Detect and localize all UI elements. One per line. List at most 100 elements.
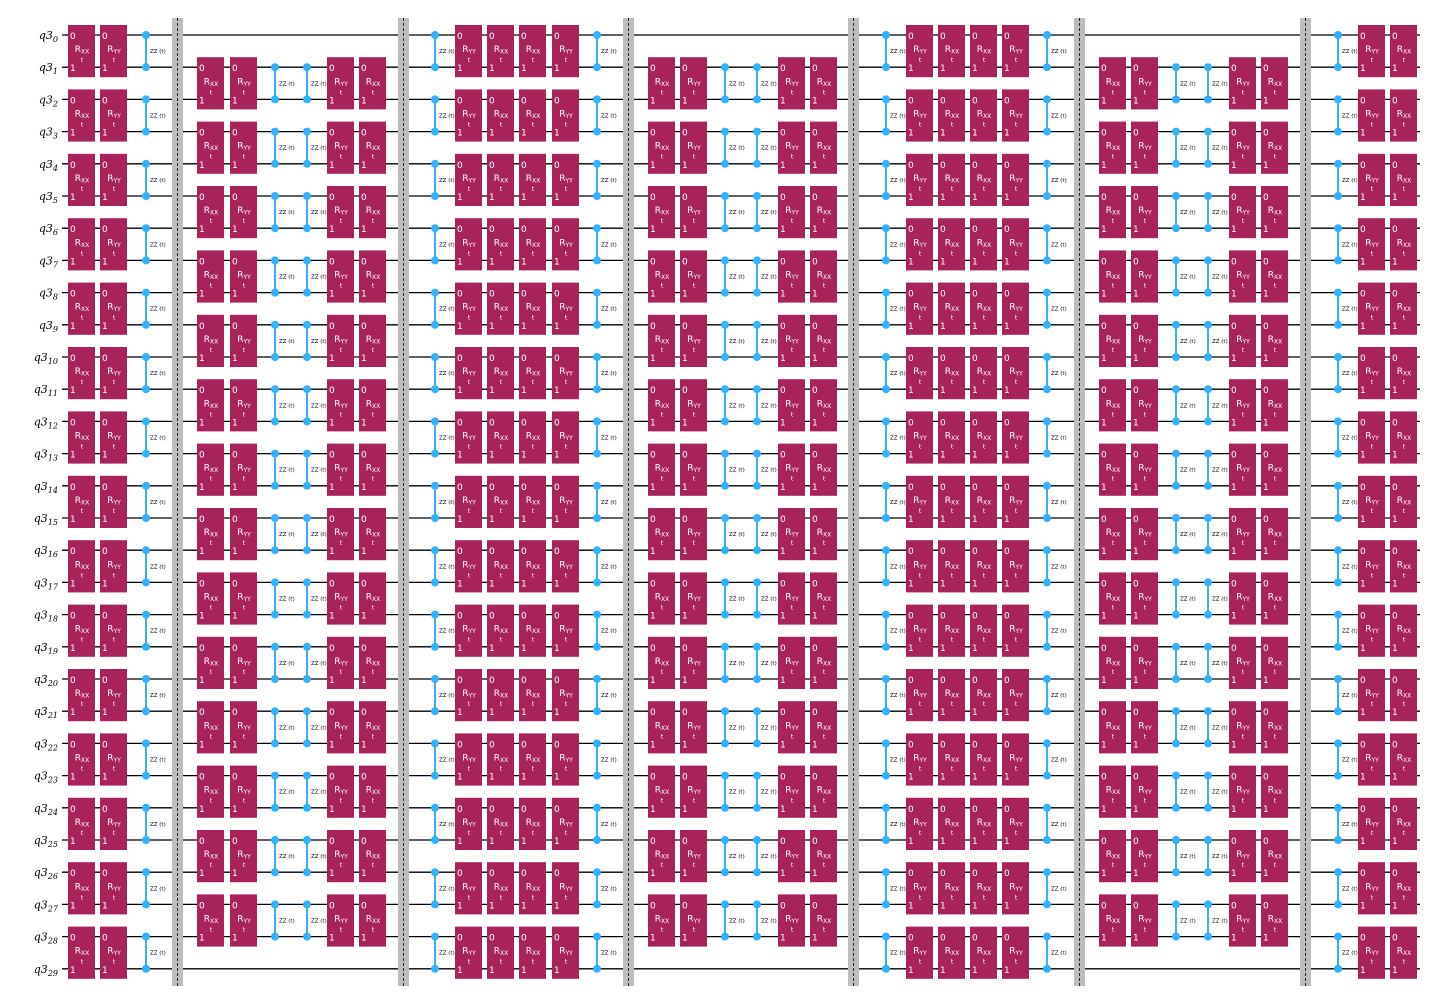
zz-control-dot	[271, 95, 279, 104]
gate-name-subscript: YY	[467, 757, 476, 764]
zz-control-dot	[1334, 803, 1342, 812]
gate-name: RYY	[1009, 238, 1023, 249]
zz-label: ZZ (t)	[439, 242, 455, 248]
zz-control-dot	[303, 868, 311, 877]
zz-gate: ZZ (t)	[721, 127, 745, 168]
zz-gate: ZZ (t)	[271, 836, 295, 877]
gate-qubit-label: 0	[1263, 901, 1269, 911]
gate-parameter: t	[791, 347, 794, 354]
gate-qubit-label: 1	[489, 579, 495, 589]
gate-qubit-label: 0	[908, 934, 914, 944]
gate-parameter: t	[1242, 411, 1245, 418]
gate-qubit-label: 0	[812, 901, 818, 911]
gate-name-subscript: YY	[692, 274, 701, 281]
qubit-label: q323	[34, 770, 58, 785]
zz-label: ZZ (t)	[1342, 886, 1358, 892]
gate-box	[648, 250, 675, 303]
gate-name: RYY	[1236, 335, 1250, 346]
gate-box	[230, 701, 257, 754]
gate-qubit-label: 0	[972, 161, 978, 171]
gate-parameter: t	[340, 154, 343, 161]
gate-name-subscript: XX	[500, 371, 508, 378]
gate-name-subscript: YY	[564, 306, 573, 313]
gate-name-subscript: YY	[692, 532, 701, 539]
gate-box	[906, 347, 933, 400]
zz-control-dot	[721, 320, 729, 329]
gate-qubit-label: 0	[199, 257, 205, 267]
zz-label: ZZ (t)	[311, 275, 327, 281]
gate-name: RXX	[204, 206, 219, 217]
gate-name: RYY	[237, 206, 251, 217]
zz-control-dot	[1204, 610, 1212, 619]
gate-name-subscript: YY	[467, 435, 476, 442]
zz-control-dot	[1172, 288, 1180, 297]
gate-parameter: t	[1274, 347, 1277, 354]
zz-control-dot	[1172, 868, 1180, 877]
gate-qubit-label: 1	[650, 612, 656, 622]
gate-qubit-label: 1	[940, 901, 946, 911]
gate-qubit-label: 1	[908, 386, 914, 396]
gate-box	[648, 379, 675, 432]
gate-qubit-label: 1	[1231, 547, 1237, 557]
zz-control-dot	[721, 642, 729, 651]
gate-name: RYY	[687, 657, 701, 668]
gate-qubit-label: 1	[1263, 290, 1269, 300]
gate-name-subscript: XX	[500, 49, 508, 56]
gate-qubit-label: 1	[521, 129, 527, 139]
gate-name: RXX	[945, 689, 960, 700]
gate-name: RYY	[785, 399, 799, 410]
gate-name-subscript: XX	[210, 145, 218, 152]
zz-control-dot	[1172, 353, 1180, 361]
gate-qubit-label: 1	[780, 225, 786, 235]
zz-control-dot	[303, 95, 311, 104]
gate-qubit-label: 0	[972, 805, 978, 815]
gate-name: RXX	[1397, 625, 1412, 636]
gate-qubit-label: 1	[780, 869, 786, 879]
gate-qubit-label: 1	[940, 257, 946, 267]
gate-parameter: t	[500, 830, 503, 837]
gate-qubit-label: 0	[1392, 934, 1398, 944]
gate-qubit-label: 1	[199, 225, 205, 235]
gate-name: RYY	[237, 399, 251, 410]
zz-control-dot	[593, 192, 601, 200]
gate-parameter: t	[693, 283, 696, 290]
gate-parameter: t	[791, 154, 794, 161]
qubit-label: q310	[34, 351, 58, 366]
gate-box	[1261, 186, 1288, 239]
gate-qubit-label: 0	[70, 740, 76, 750]
gate-qubit-label: 0	[682, 773, 688, 783]
gate-qubit-label: 0	[199, 837, 205, 847]
zz-gate: ZZ (t)	[1043, 31, 1067, 72]
gate-name: RXX	[494, 882, 509, 893]
gate-parameter: t	[1403, 766, 1406, 773]
gate-parameter: t	[1015, 250, 1018, 257]
gate-parameter: t	[113, 186, 116, 193]
gate-qubit-label: 1	[682, 934, 688, 944]
gate-box	[648, 894, 675, 947]
gate-parameter: t	[661, 733, 664, 740]
gate-name: RYY	[687, 335, 701, 346]
gate-name-subscript: XX	[983, 371, 991, 378]
zz-label: ZZ (t)	[890, 629, 906, 635]
gate-name: RYY	[559, 238, 573, 249]
gate-qubit-label: 1	[521, 837, 527, 847]
gate-box	[487, 540, 514, 593]
zz-control-dot	[753, 127, 761, 136]
gate-box	[1099, 894, 1126, 947]
gate-name: RYY	[1236, 721, 1250, 732]
gate-qubit-label: 1	[1231, 676, 1237, 686]
gate-name-subscript: YY	[112, 693, 121, 700]
zz-control-dot	[593, 31, 601, 39]
gate-qubit-label: 0	[682, 129, 688, 139]
gate-name: RXX	[817, 206, 832, 217]
gate-qubit-label: 0	[682, 837, 688, 847]
gate-parameter: t	[81, 830, 84, 837]
gate-name: RXX	[75, 238, 90, 249]
gate-parameter: t	[500, 959, 503, 966]
gate-qubit-label: 1	[554, 644, 560, 654]
zz-control-dot	[1334, 224, 1342, 233]
